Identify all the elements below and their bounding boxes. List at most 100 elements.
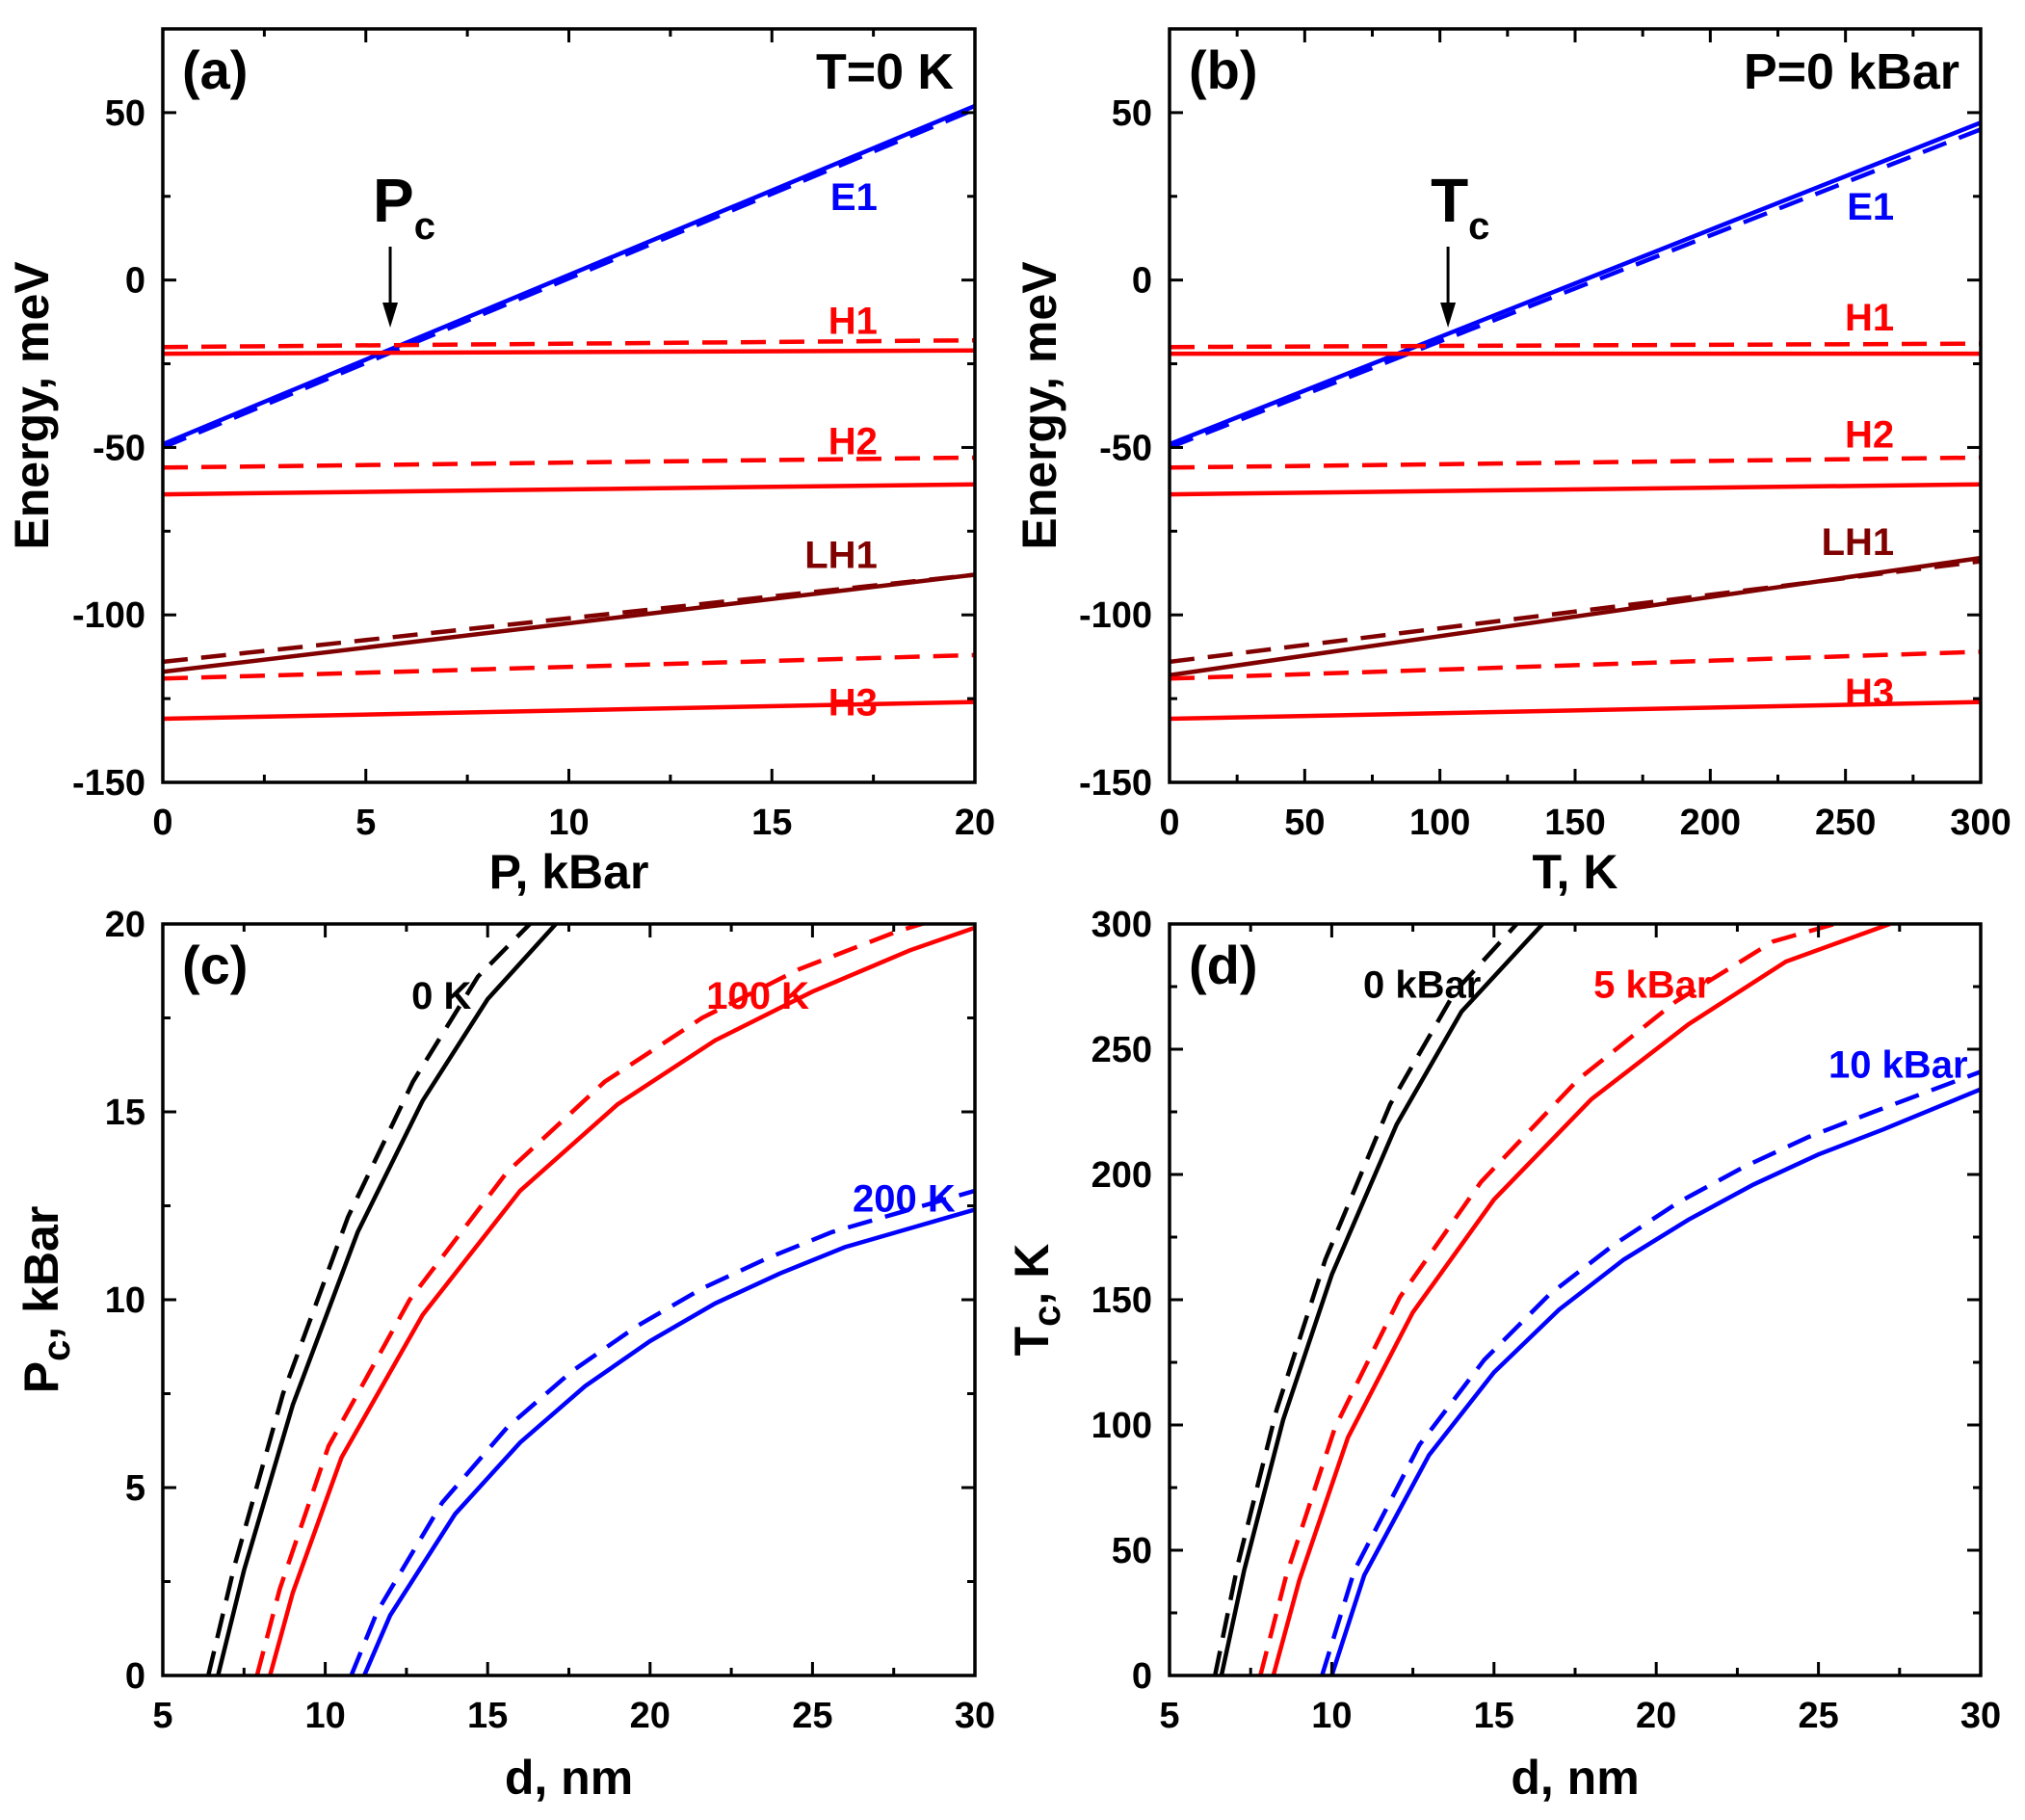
x-tick-label: 15: [751, 803, 792, 843]
y-tick-label: 0: [1132, 261, 1152, 302]
x-tick-label: 100: [1409, 803, 1470, 843]
series-line-e1-dashed: [163, 107, 975, 450]
x-tick-label: 25: [1798, 1696, 1838, 1736]
y-tick-label: -100: [1079, 595, 1152, 636]
panel-label: (d): [1189, 935, 1258, 995]
series-line-h2-dashed: [163, 455, 975, 470]
series-label-h2: H2: [828, 420, 878, 462]
y-axis-title-unit: , kBar: [14, 1206, 68, 1340]
y-axis-title-subscript: c: [36, 1340, 78, 1361]
x-tick-label: 50: [1284, 803, 1325, 843]
series-line-5-kbar-dashed: [1258, 924, 1836, 1675]
series-line-200-k-dashed: [349, 1188, 975, 1675]
series-line-0-k-dashed: [206, 924, 532, 1675]
series-line-h3-solid: [1170, 699, 1981, 722]
critical-point-label: Pc: [373, 166, 435, 248]
condition-label: T=0 K: [816, 44, 954, 100]
x-tick-label: 15: [467, 1696, 508, 1736]
x-axis-title: T, K: [1533, 845, 1618, 899]
x-tick-label: 300: [1950, 803, 2011, 843]
y-tick-label: 300: [1091, 905, 1152, 945]
series-line-lh1-solid: [1170, 555, 1981, 678]
series-label-10-kbar: 10 kBar: [1828, 1044, 1968, 1087]
x-tick-label: 10: [1311, 1696, 1352, 1736]
series-group: [1212, 924, 1981, 1675]
series-group: [163, 103, 975, 722]
series-line-lh1-dashed: [163, 572, 975, 665]
x-tick-label: 10: [548, 803, 589, 843]
x-axis-title: d, nm: [1511, 1751, 1639, 1805]
x-tick-label: 5: [1159, 1696, 1179, 1736]
series-label-lh1: LH1: [804, 535, 878, 577]
series-line-100-k-solid: [268, 925, 975, 1675]
y-tick-label: 50: [1112, 93, 1152, 134]
x-axis-title: d, nm: [505, 1751, 633, 1805]
y-tick-label: 50: [1112, 1531, 1152, 1571]
y-tick-label: 10: [105, 1280, 145, 1321]
series-line-10-kbar-solid: [1329, 1087, 1981, 1675]
y-tick-label: 0: [125, 261, 145, 302]
series-label-e1: E1: [1847, 186, 1894, 228]
y-tick-label: 0: [1132, 1656, 1152, 1697]
critical-point-label-main: T: [1431, 166, 1468, 235]
x-tick-label: 20: [630, 1696, 671, 1736]
x-tick-label: 25: [792, 1696, 832, 1736]
series-label-h2: H2: [1845, 414, 1894, 457]
x-tick-label: 150: [1544, 803, 1605, 843]
y-tick-label: -50: [1099, 428, 1152, 468]
y-tick-label: -50: [92, 428, 145, 468]
x-tick-label: 20: [955, 803, 995, 843]
x-tick-label: 0: [152, 803, 172, 843]
x-tick-label: 5: [152, 1696, 172, 1736]
critical-arrow-head: [382, 303, 399, 328]
y-tick-label: 15: [105, 1093, 145, 1133]
y-tick-label: -150: [1079, 763, 1152, 804]
series-line-h1-solid: [163, 348, 975, 356]
panel-label: (c): [182, 935, 248, 995]
series-label-200-k: 200 K: [853, 1178, 956, 1221]
series-line-h1-dashed: [163, 337, 975, 350]
critical-point-label: Tc: [1431, 166, 1489, 248]
y-tick-label: -100: [72, 595, 145, 636]
series-group: [206, 924, 975, 1675]
series-line-e1-solid: [163, 103, 975, 447]
series-line-0-k-solid: [216, 924, 558, 1675]
condition-label: P=0 kBar: [1744, 44, 1959, 100]
x-tick-label: 0: [1159, 803, 1179, 843]
y-tick-label: 100: [1091, 1406, 1152, 1446]
series-line-5-kbar-solid: [1271, 924, 1891, 1675]
x-tick-label: 5: [355, 803, 376, 843]
y-axis-title-main: P: [14, 1361, 68, 1393]
series-line-h2-solid: [163, 482, 975, 497]
series-line-h2-dashed: [1170, 455, 1981, 470]
y-axis-title-main: T: [1005, 1327, 1059, 1357]
y-tick-label: 150: [1091, 1280, 1152, 1321]
y-tick-label: 250: [1091, 1030, 1152, 1070]
y-tick-label: 0: [125, 1656, 145, 1697]
series-line-e1-dashed: [1170, 127, 1981, 450]
critical-point-label-subscript: c: [1468, 205, 1489, 248]
series-line-e1-solid: [1170, 120, 1981, 447]
y-axis-title-subscript: c: [1026, 1306, 1068, 1327]
y-tick-label: 5: [125, 1468, 145, 1509]
series-line-lh1-dashed: [1170, 559, 1981, 665]
series-line-10-kbar-dashed: [1320, 1069, 1981, 1675]
series-line-h3-dashed: [163, 652, 975, 681]
series-label-h1: H1: [1845, 297, 1894, 339]
series-label-e1: E1: [830, 176, 878, 219]
y-axis-title: Tc, K: [1005, 1244, 1068, 1357]
x-tick-label: 20: [1636, 1696, 1676, 1736]
series-line-h2-solid: [1170, 482, 1981, 497]
y-tick-label: 20: [105, 905, 145, 945]
critical-arrow-head: [1440, 303, 1457, 328]
series-line-h3-dashed: [1170, 649, 1981, 681]
critical-point-label-subscript: c: [414, 205, 435, 248]
y-tick-label: -150: [72, 763, 145, 804]
panel-a: 0 5 10 15 20 -150 -100 -50 0 50 P, kBar Energy, meV…: [5, 27, 995, 899]
y-axis-title: Energy, meV: [5, 261, 59, 550]
y-axis-title: Pc, kBar: [14, 1206, 78, 1394]
